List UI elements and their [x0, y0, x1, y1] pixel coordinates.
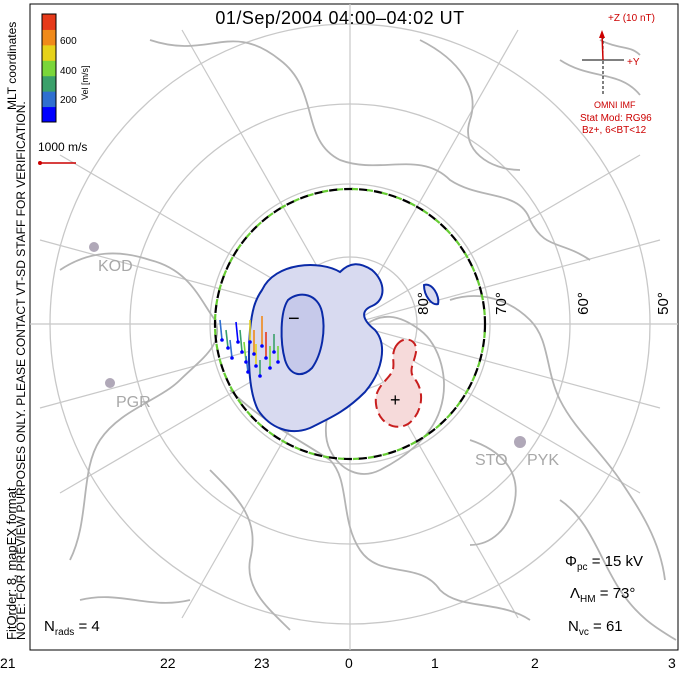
- imf-y-label: +Y: [627, 57, 640, 68]
- fit-order-note: FitOrder: 8, mapEX format: [4, 487, 19, 640]
- mlt-tick-21: 21: [0, 655, 16, 671]
- coordinate-system-label: MLT coordinates: [5, 21, 19, 110]
- mlt-tick-0: 0: [345, 655, 353, 671]
- colorbar-title: Vel [m/s]: [80, 65, 90, 100]
- colorbar-tick-600: 600: [60, 36, 77, 47]
- negative-potential-cell-inner: [280, 293, 325, 376]
- colorbar-frame: [41, 13, 57, 123]
- plot-border: [29, 3, 679, 651]
- colorbar-swatch: [42, 75, 56, 92]
- latitude-label-80: 80°: [414, 292, 432, 315]
- coastlines: [59, 39, 677, 641]
- mlt-tick-2: 2: [531, 655, 539, 671]
- negative-small-cell: [422, 283, 440, 306]
- potential-maximum-marker: +: [390, 390, 401, 410]
- latitude-label-50: 50°: [654, 292, 672, 315]
- colorbar-tick-200: 200: [60, 95, 77, 106]
- map-title: 01/Sep/2004 04:00–04:02 UT: [215, 8, 465, 28]
- colorbar-swatch: [42, 60, 56, 77]
- imf-z-label: +Z (10 nT): [608, 13, 655, 24]
- positive-potential-cell: [374, 338, 423, 428]
- mlt-tick-22: 22: [160, 655, 176, 671]
- colorbar-swatch: [42, 44, 56, 61]
- station-pyk: PYK: [527, 452, 560, 469]
- colorbar-swatch: [42, 91, 56, 108]
- hm-boundary-black: [213, 187, 487, 461]
- imf-source: OMNI IMF: [594, 100, 636, 110]
- mlt-tick-3: 3: [668, 655, 676, 671]
- station-kod: KOD: [98, 258, 133, 275]
- vector-count: Nvc = 61: [568, 618, 623, 638]
- stat-model-line2: Bz+, 6<BT<12: [582, 125, 647, 136]
- colorbar-tick-400: 400: [60, 66, 77, 77]
- scale-vector-label: 1000 m/s: [38, 140, 88, 154]
- station-sto: STO: [475, 452, 508, 469]
- vector-origins: [220, 338, 280, 378]
- potential-minimum-marker: −: [288, 308, 300, 330]
- station-pgr: PGR: [116, 394, 151, 411]
- colorbar-swatch: [42, 106, 56, 123]
- cross-polar-potential: Φpc = 15 kV: [565, 553, 643, 573]
- latitude-label-70: 70°: [492, 292, 510, 315]
- colorbar-swatch: [42, 14, 56, 30]
- colorbar-swatch: [42, 29, 56, 46]
- station-markers: [89, 242, 526, 448]
- mlt-tick-23: 23: [254, 655, 270, 671]
- stat-model-line1: Stat Mod: RG96: [580, 113, 652, 124]
- scale-vector-origin: [38, 161, 42, 165]
- radar-count: Nrads = 4: [44, 618, 100, 638]
- colorbar: [42, 14, 56, 123]
- latitude-label-60: 60°: [574, 292, 592, 315]
- hm-latitude: ΛHM = 73°: [570, 585, 636, 605]
- imf-clock: [582, 30, 624, 96]
- velocity-vectors: [219, 316, 279, 376]
- mlt-tick-1: 1: [431, 655, 439, 671]
